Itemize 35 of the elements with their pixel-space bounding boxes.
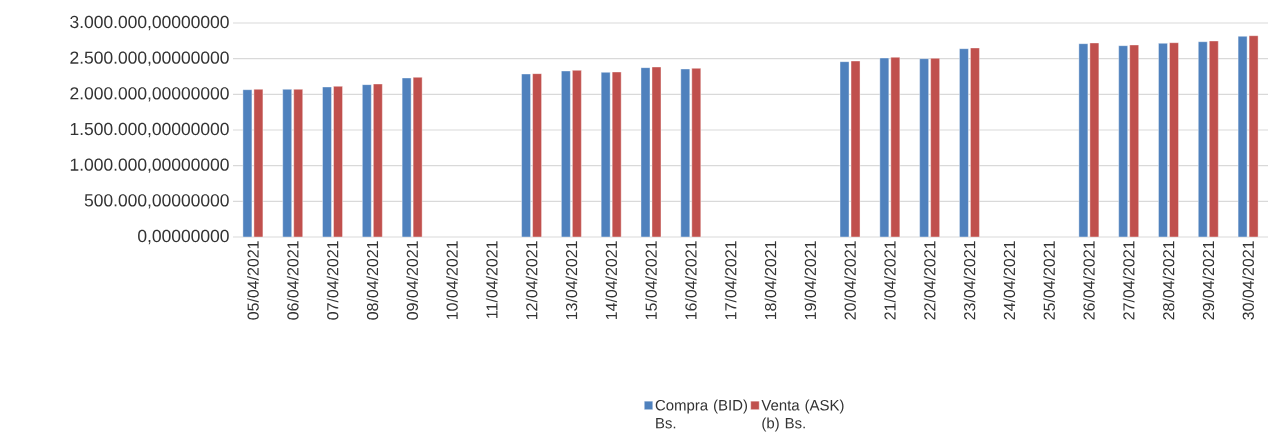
x-tick-label: 16/04/2021 — [684, 241, 697, 320]
x-tick-label: 26/04/2021 — [1083, 241, 1095, 320]
x-tick-label: 12/04/2021 — [525, 241, 538, 320]
x-tick-label: 18/04/2021 — [764, 241, 777, 320]
x-tick-label: 10/04/2021 — [446, 241, 458, 320]
x-tick-label: 09/04/2021 — [406, 241, 418, 320]
y-tick-label: 3.000.000,00000000 — [70, 15, 229, 31]
x-tick-label: 06/04/2021 — [286, 241, 299, 320]
legend-label: Compra (BID) Bs. — [655, 399, 748, 429]
x-tick-label: 13/04/2021 — [565, 241, 578, 320]
y-tick-label: 1.500.000,00000000 — [70, 122, 229, 138]
x-tick-label: 24/04/2021 — [1003, 241, 1016, 320]
y-tick-label: 500.000,00000000 — [84, 194, 229, 209]
x-tick-label: 05/04/2021 — [247, 241, 259, 320]
x-tick-label: 07/04/2021 — [326, 241, 339, 320]
y-tick-label: 2.500.000,00000000 — [70, 51, 229, 66]
x-tick-label: 29/04/2021 — [1202, 241, 1215, 320]
x-tick-label: 19/04/2021 — [804, 241, 817, 320]
x-tick-label: 30/04/2021 — [1242, 241, 1254, 320]
x-tick-label: 20/04/2021 — [844, 241, 856, 320]
y-tick-label: 1.000.000,00000000 — [70, 158, 229, 173]
y-tick-label: 2.000.000,00000000 — [70, 87, 229, 102]
y-tick-label: 0,00000000 — [138, 229, 229, 245]
x-tick-label: 22/04/2021 — [923, 241, 936, 320]
x-tick-label: 27/04/2021 — [1122, 241, 1135, 320]
x-tick-label: 17/04/2021 — [724, 241, 737, 320]
x-tick-label: 15/04/2021 — [645, 241, 657, 320]
x-tick-label: 21/04/2021 — [883, 241, 896, 320]
x-tick-label: 25/04/2021 — [1043, 241, 1055, 320]
x-tick-label: 14/04/2021 — [605, 241, 618, 320]
x-tick-label: 28/04/2021 — [1162, 241, 1175, 320]
x-tick-label: 11/04/2021 — [485, 241, 498, 318]
x-tick-label: 08/04/2021 — [366, 241, 379, 320]
legend-label: Venta (ASK) (b) Bs. — [761, 399, 844, 432]
x-tick-label: 23/04/2021 — [963, 241, 976, 320]
